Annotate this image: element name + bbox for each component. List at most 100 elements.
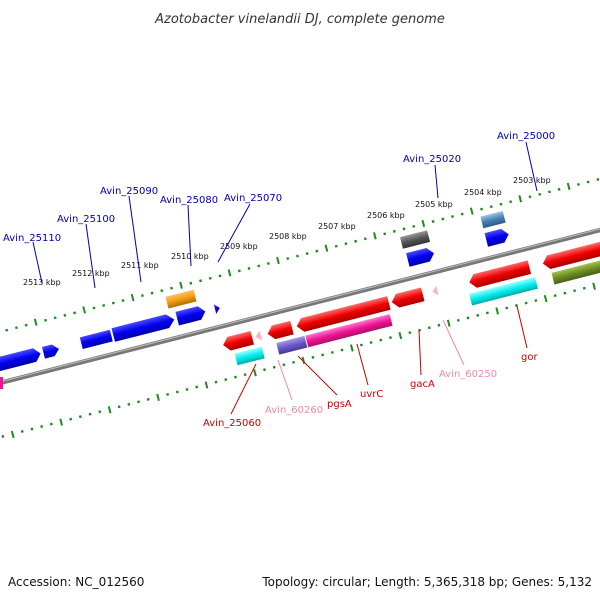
track-minor-tick [127,402,131,406]
kbp-label: 2503 kbp [513,176,551,185]
gene-label-avin-25000[interactable]: Avin_25000 [497,131,555,142]
track-minor-tick [437,323,441,327]
gene-purple[interactable] [276,335,308,355]
gene-orange[interactable] [165,289,197,309]
track-minor-tick [63,313,67,317]
gene-blue[interactable] [42,343,60,359]
track-minor-tick [247,266,251,270]
gene-gray[interactable] [399,230,431,249]
track-minor-tick [1,434,5,438]
gene-label-avin-60250[interactable]: Avin_60250 [439,369,497,380]
track-minor-tick [166,392,170,396]
forward-genes [0,210,511,375]
track-major-tick [82,306,86,314]
gene-blue[interactable] [111,313,177,342]
gene-magenta-edge[interactable] [0,377,3,389]
gene-label-pgsa[interactable]: pgsA [327,399,352,410]
gene-blue[interactable] [79,329,113,349]
gene-blue[interactable] [0,347,42,375]
gene-red[interactable] [390,287,425,309]
track-minor-tick [237,269,241,273]
track-minor-tick [466,316,470,320]
gene-label-avin-25110[interactable]: Avin_25110 [3,233,61,244]
reverse-gene-labels: Avin_25060 Avin_60260 pgsA uvrC gacA Avi… [203,352,538,429]
track-major-tick [59,418,63,426]
track-minor-tick [311,355,315,359]
gene-label-gor[interactable]: gor [521,352,538,363]
track-minor-tick [340,348,344,352]
track-minor-tick [170,286,173,290]
gene-cyan[interactable] [469,277,538,306]
track-minor-tick [369,341,373,345]
track-major-tick [373,232,377,240]
track-major-tick [276,256,280,265]
track-minor-tick [538,192,542,196]
track-minor-tick [117,405,121,409]
reverse-genes [221,238,600,366]
track-minor-tick [505,306,509,310]
gene-blue[interactable] [213,303,221,314]
track-minor-tick [476,313,480,317]
track-minor-tick [233,375,237,379]
gene-red[interactable] [221,330,254,352]
gene-blue[interactable] [406,246,436,267]
track-minor-tick [40,425,44,428]
track-minor-tick [431,220,435,223]
gene-magenta[interactable] [305,314,393,348]
gene-steelblue[interactable] [480,210,506,229]
track-minor-tick [499,202,503,206]
track-minor-tick [586,180,590,184]
gene-label-avin-25090[interactable]: Avin_25090 [100,186,158,197]
track-minor-tick [480,207,484,211]
track-major-tick [350,344,354,352]
gene-label-avin-25020[interactable]: Avin_25020 [403,154,461,165]
track-minor-tick [363,237,367,241]
track-minor-tick [534,299,538,303]
gene-pink-small[interactable] [431,285,439,297]
gene-olive[interactable] [551,256,600,285]
track-minor-tick [24,323,28,327]
track-minor-tick [140,294,144,298]
track-major-tick [33,318,38,326]
gene-red[interactable] [541,238,600,271]
track-minor-tick [208,276,212,280]
track-minor-tick [582,286,586,290]
track-major-tick [518,195,523,203]
gene-blue[interactable] [484,227,511,247]
gene-red[interactable] [266,320,294,341]
gene-cyan[interactable] [234,346,265,366]
gene-label-avin-25060[interactable]: Avin_25060 [203,418,261,429]
track-minor-tick [266,262,270,265]
gene-label-avin-25100[interactable]: Avin_25100 [57,214,115,225]
track-minor-tick [315,249,319,253]
track-minor-tick [392,229,396,233]
track-minor-tick [257,264,261,268]
track-minor-tick [321,353,325,357]
kbp-label: 2504 kbp [464,188,502,197]
gene-pink-small[interactable] [254,330,263,342]
gene-label-gaca[interactable]: gacA [410,379,435,390]
gene-blue[interactable] [175,305,207,326]
gene-label-avin-25080[interactable]: Avin_25080 [160,195,218,206]
track-minor-tick [69,417,73,421]
gene-red[interactable] [468,260,532,289]
track-minor-tick [185,388,189,391]
track-minor-tick [296,254,299,258]
track-minor-tick [528,195,532,199]
track-minor-tick [547,190,551,194]
track-minor-tick [121,299,125,302]
track-minor-tick [389,336,392,340]
topology-text: Topology: circular; Length: 5,365,318 bp… [261,575,592,589]
gene-label-avin-25070[interactable]: Avin_25070 [224,193,282,204]
gene-red[interactable] [295,296,391,333]
track-minor-tick [14,326,18,330]
track-minor-tick [5,328,9,332]
kbp-label: 2511 kbp [121,261,159,270]
gene-label-uvrc[interactable]: uvrC [360,389,383,400]
gene-label-avin-60260[interactable]: Avin_60260 [265,405,323,416]
track-minor-tick [53,316,57,320]
kbp-label: 2506 kbp [367,211,405,220]
track-minor-tick [199,279,203,283]
track-major-tick [495,307,500,315]
